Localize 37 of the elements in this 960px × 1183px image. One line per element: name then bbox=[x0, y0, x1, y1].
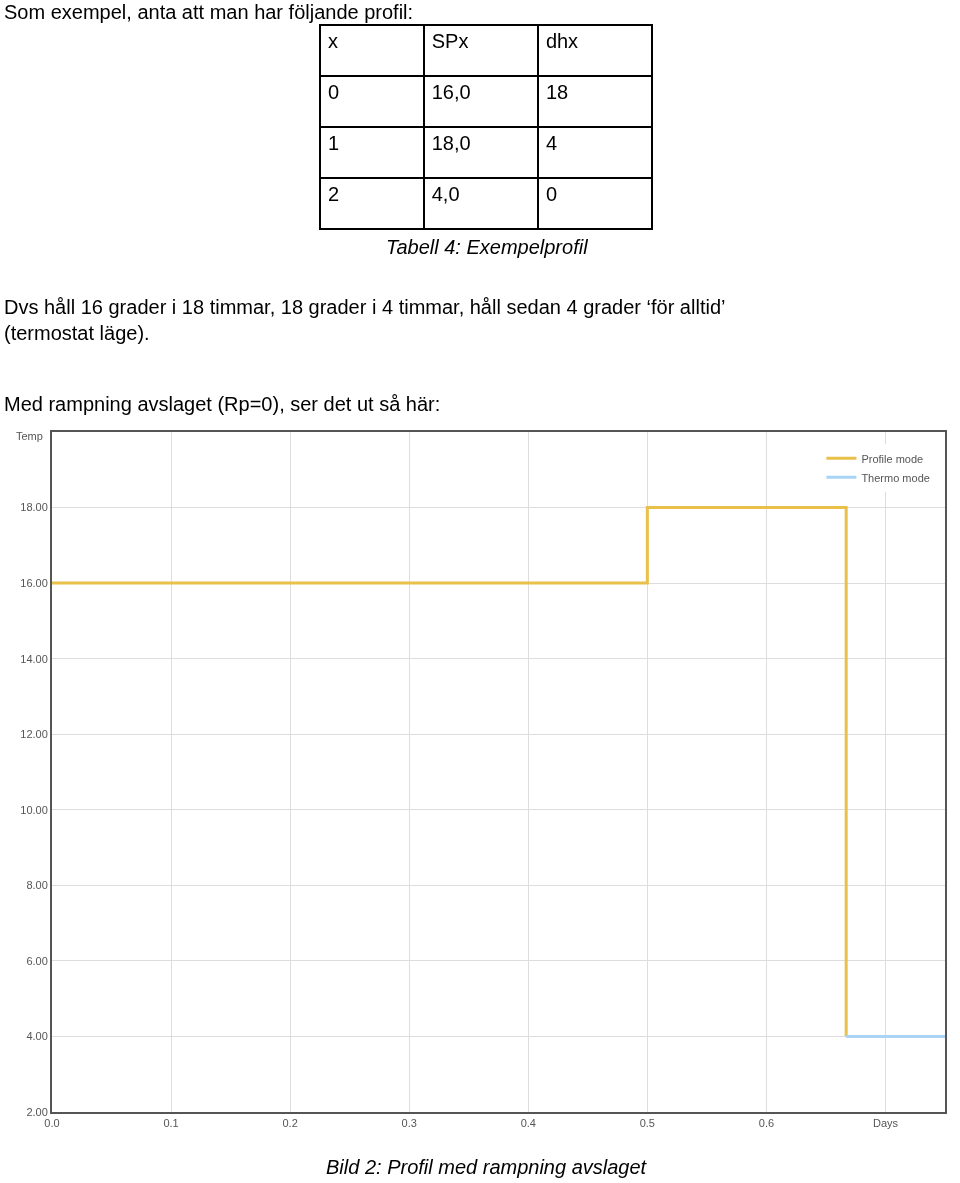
text: 18,0 bbox=[431, 132, 471, 154]
x-tick-label: 0.1 bbox=[163, 1117, 179, 1130]
text: Bild 2: Profil med rampning avslaget bbox=[326, 1156, 648, 1178]
x-tick-label: 0.3 bbox=[401, 1117, 417, 1130]
legend-label: Profile mode bbox=[861, 452, 924, 465]
text: 4,0 bbox=[431, 183, 460, 205]
y-tick-label: 18.00 bbox=[20, 501, 48, 514]
x-tick-label: 0.4 bbox=[520, 1117, 536, 1130]
text: Tabell 4: Exempelprofil bbox=[386, 236, 589, 258]
text: 16,0 bbox=[431, 81, 471, 103]
y-tick-label: 4.00 bbox=[26, 1030, 48, 1043]
text: 1 bbox=[328, 132, 340, 154]
y-tick-label: 2.00 bbox=[26, 1105, 48, 1118]
y-tick-label: 12.00 bbox=[20, 728, 48, 741]
text: 0 bbox=[328, 81, 340, 103]
x-tick-label: 0.5 bbox=[639, 1117, 655, 1130]
text: dhx bbox=[545, 30, 579, 52]
y-tick-label: 14.00 bbox=[20, 652, 48, 665]
y-tick-label: 16.00 bbox=[20, 576, 48, 589]
text: 2 bbox=[328, 183, 340, 205]
text: SPx bbox=[431, 30, 469, 52]
x-tick-label: 0.0 bbox=[44, 1117, 60, 1130]
text: Dvs håll 16 grader i 18 timmar, 18 grader i 4 timmar, håll sedan 4 grader ‘för alltid’ (termostat läge). bbox=[4, 296, 726, 344]
y-axis-title: Temp bbox=[16, 430, 43, 442]
y-tick-label: 8.00 bbox=[26, 879, 48, 892]
legend-label: Thermo mode bbox=[861, 471, 930, 484]
text: Med rampning avslaget (Rp=0), ser det ut så här: bbox=[4, 393, 441, 415]
x-tick-label: 0.2 bbox=[282, 1117, 298, 1130]
y-tick-label: 10.00 bbox=[20, 803, 48, 816]
x-tick-label: Days bbox=[872, 1117, 899, 1130]
text: 0 bbox=[545, 183, 557, 205]
x-tick-label: 0.6 bbox=[758, 1117, 775, 1130]
text: 18 bbox=[545, 81, 569, 103]
text: Som exempel, anta att man har följande profil: bbox=[4, 1, 414, 23]
y-tick-label: 6.00 bbox=[26, 954, 48, 967]
text: 4 bbox=[545, 132, 557, 154]
text: x bbox=[328, 30, 338, 52]
